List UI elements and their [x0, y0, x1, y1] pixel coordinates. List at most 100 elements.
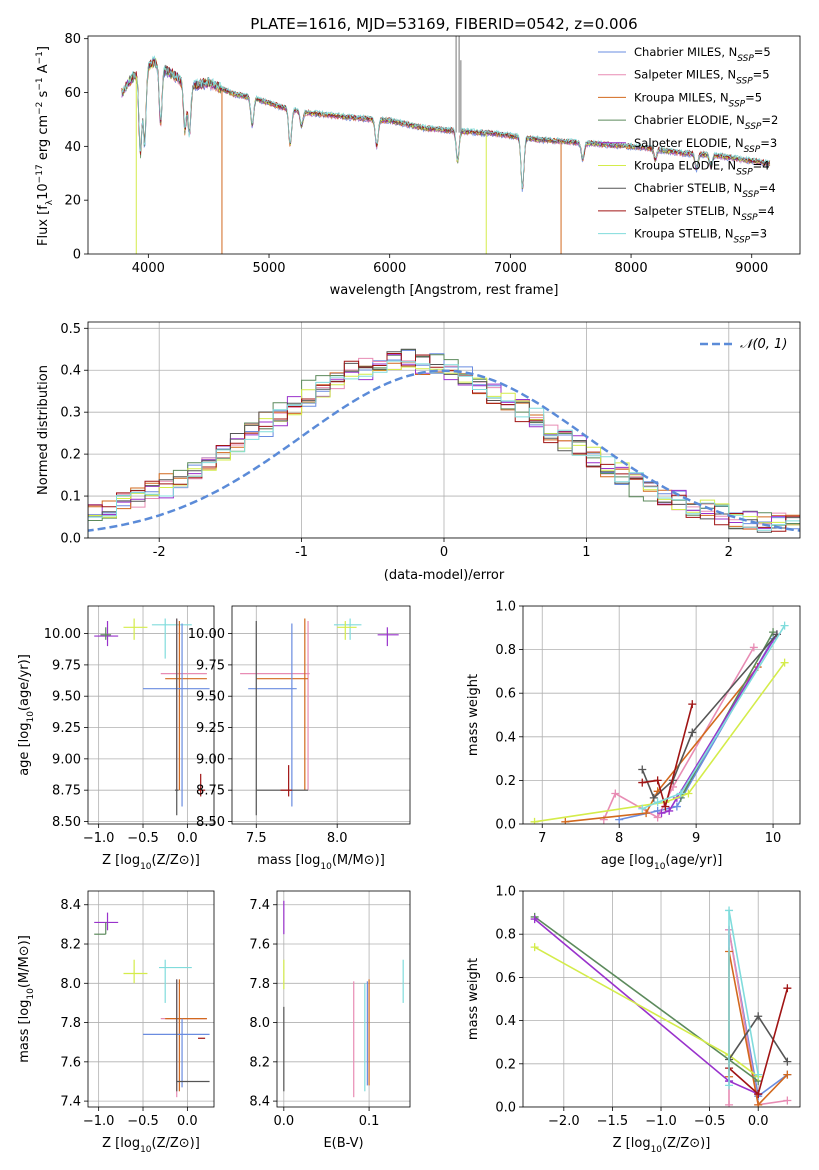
weight-marker [657, 809, 666, 818]
x-tick-label: 6000 [373, 261, 406, 276]
weight-marker [642, 809, 651, 818]
y-tick-label: 8.75 [52, 784, 81, 799]
weight-marker [653, 776, 662, 785]
weight-marker [754, 1090, 763, 1099]
x-tick-label: −1.0 [83, 1114, 115, 1129]
x-tick-label: 0.0 [273, 1114, 294, 1129]
axes-mass_vs_ebv: 0.0 0.1 8.4 8.2 8.0 7.8 7.6 7.4 E(B-V) [249, 890, 411, 1151]
y-tick-label: 0.2 [495, 1057, 516, 1072]
weight-marker [688, 700, 697, 709]
y-tick-label: 0.2 [495, 774, 516, 789]
axes-frame [87, 605, 215, 825]
legend-entry: Salpeter MILES, NSSP=5 [634, 68, 770, 87]
y-tick-label: 60 [64, 86, 81, 101]
y-tick-label: 9.50 [196, 690, 225, 705]
axes-spectrum: 4000 5000 6000 7000 8000 9000 0 20 40 60 80 PLATE=1… [35, 15, 801, 298]
x-tick-label: 9000 [735, 261, 768, 276]
weight-marker [780, 658, 789, 667]
spectrum-line [121, 59, 771, 187]
y-tick-label: 8.75 [196, 784, 225, 799]
weight-marker [676, 789, 685, 798]
axes-frame [522, 605, 801, 825]
weight-marker [649, 793, 658, 802]
weight-marker [783, 1070, 792, 1079]
y-tick-label: 1.0 [495, 600, 516, 615]
y-axis-label: Flux [fλ10−17 erg cm−2 s−1 A−1] [35, 46, 55, 246]
weight-marker [653, 798, 662, 807]
y-tick-label: 0.2 [60, 448, 81, 463]
x-tick-label: 7.5 [246, 831, 267, 846]
axes-weight_vs_age: 7 8 9 10 0.0 0.2 0.4 0.6 0.8 1.0 age [log10(age/yr… [466, 600, 801, 872]
weight-marker [754, 1012, 763, 1021]
weight-line [565, 666, 759, 823]
weight-marker [684, 789, 693, 798]
weight-marker [754, 1070, 763, 1079]
x-axis-label: E(B-V) [323, 1136, 363, 1151]
x-tick-label: 0 [440, 545, 448, 560]
weight-marker [754, 1100, 763, 1107]
y-axis-label: mass weight [466, 674, 481, 756]
x-tick-label: −2.0 [548, 1114, 580, 1129]
weight-line [641, 633, 778, 800]
axes-frame [522, 890, 801, 1108]
weight-marker [783, 984, 792, 993]
plot-area-weight_vs_Z [523, 891, 800, 1107]
y-tick-label: 0 [73, 248, 81, 263]
x-tick-label: 5000 [252, 261, 285, 276]
x-tick-label: 0.1 [359, 1114, 380, 1129]
axes-frame [87, 321, 801, 539]
x-tick-label: 2 [725, 545, 733, 560]
weight-marker [638, 804, 647, 813]
x-tick-label: 0.0 [177, 1114, 198, 1129]
x-axis-label: Z [log10(Z/Z⊙)] [102, 853, 200, 872]
y-tick-label: 8.50 [196, 815, 225, 830]
legend-entry: Chabrier MILES, NSSP=5 [634, 45, 771, 64]
y-tick-label: 10.00 [188, 627, 225, 642]
weight-marker [653, 813, 662, 822]
y-tick-label: 0.0 [495, 1101, 516, 1116]
weight-marker [638, 765, 647, 774]
y-tick-label: 0.8 [495, 643, 516, 658]
gaussian-curve [88, 369, 800, 532]
y-tick-label: 9.75 [52, 658, 81, 673]
weight-marker [530, 817, 539, 824]
weight-marker [725, 1081, 734, 1090]
y-tick-label: 9.00 [52, 752, 81, 767]
x-axis-label: mass [log10(M/M⊙)] [257, 853, 385, 872]
axes-age_vs_mass: 7.5 8.0 8.50 8.75 9.00 9.25 9.50 9.75 10.00 mass … [188, 605, 411, 872]
y-tick-label: 0.6 [495, 687, 516, 702]
weight-marker [749, 643, 758, 652]
x-axis-label: wavelength [Angstrom, rest frame] [330, 283, 559, 298]
y-tick-label: 40 [64, 140, 81, 155]
x-axis-label: Z [log10(Z/Z⊙)] [102, 1136, 200, 1155]
axes-frame [87, 35, 801, 255]
weight-line [642, 703, 694, 810]
x-tick-label: −0.5 [127, 831, 159, 846]
histogram-series [88, 360, 800, 538]
weight-marker [783, 1096, 792, 1105]
plot-area-spectrum [121, 36, 771, 254]
y-tick-label: 7.6 [60, 1055, 81, 1070]
axes-residuals: -2 -1 0 1 2 0.0 0.1 0.2 0.3 0.4 0.5 (data-model)/er… [36, 321, 801, 583]
legend-entry: Chabrier ELODIE, NSSP=2 [634, 113, 778, 132]
plot-area-age_vs_mass [232, 606, 410, 824]
legend-entry: Salpeter STELIB, NSSP=4 [634, 204, 775, 223]
y-tick-label: 7.6 [249, 938, 270, 953]
weight-marker [780, 621, 789, 630]
y-tick-label: 20 [64, 194, 81, 209]
x-tick-label: 9 [692, 831, 700, 846]
y-tick-label: 9.75 [196, 658, 225, 673]
x-tick-label: −1.0 [645, 1114, 677, 1129]
legend-entry: Salpeter ELODIE, NSSP=3 [634, 136, 777, 155]
y-tick-label: 8.4 [60, 898, 81, 913]
weight-line [641, 625, 786, 810]
weight-line [534, 662, 786, 823]
y-tick-label: 7.8 [60, 1016, 81, 1031]
plot-area-age_vs_Z [88, 606, 214, 824]
y-tick-label: 0.1 [60, 490, 81, 505]
legend-entry: Kroupa MILES, NSSP=5 [634, 90, 762, 109]
x-tick-label: 8 [615, 831, 623, 846]
chart-title: PLATE=1616, MJD=53169, FIBERID=0542, z=0… [250, 15, 637, 33]
y-tick-label: 8.4 [249, 1095, 270, 1110]
